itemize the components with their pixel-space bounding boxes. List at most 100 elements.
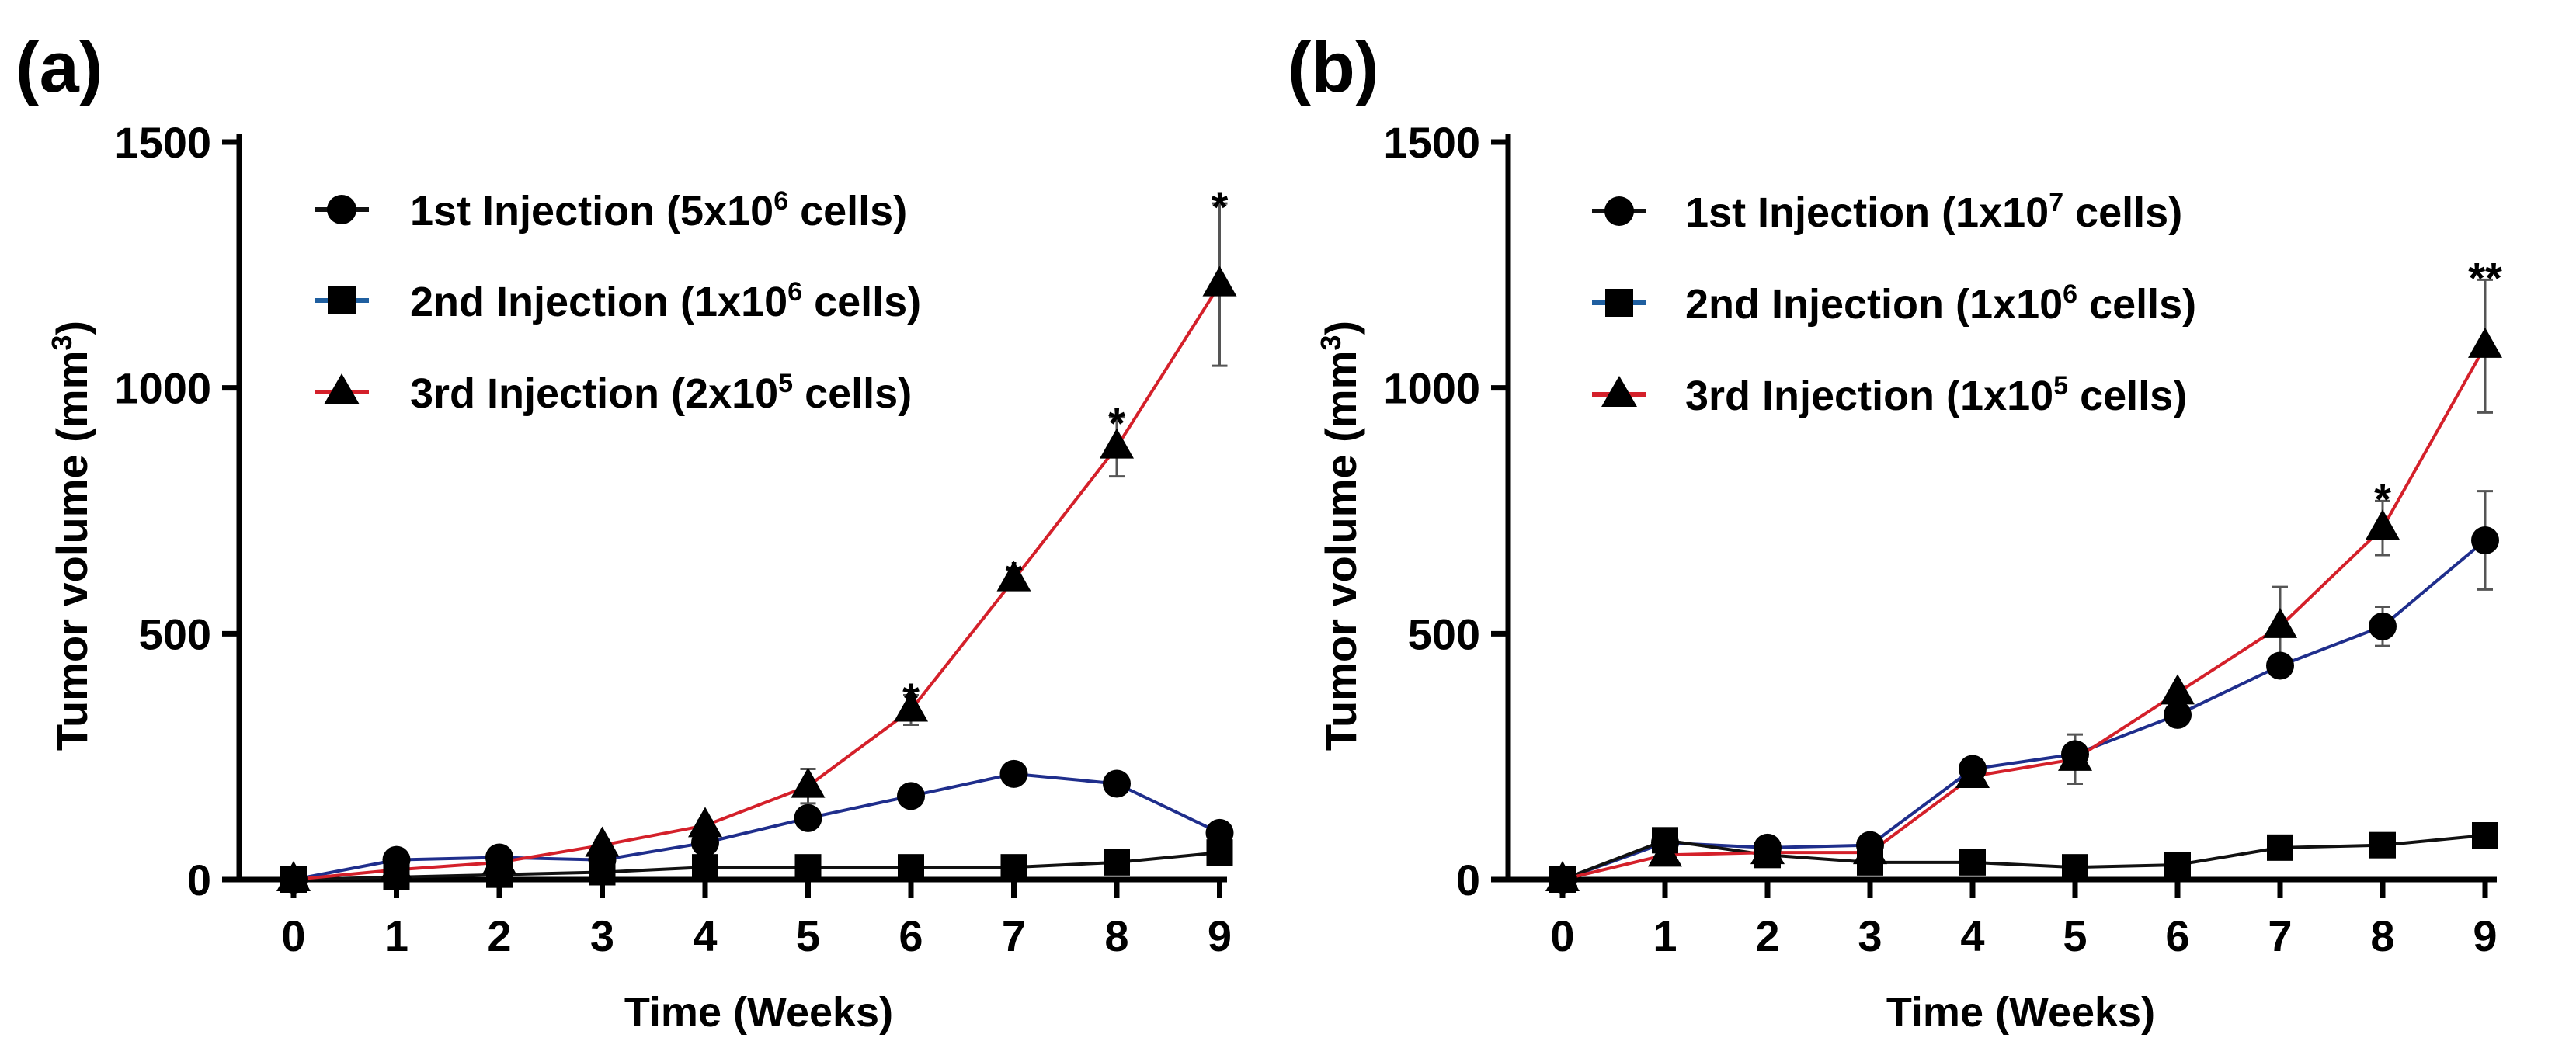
data-point-a-3 <box>688 807 722 838</box>
y-axis-label-text-a: Tumor volume (mm <box>47 351 96 751</box>
series-line-b-1 <box>1562 539 2487 881</box>
data-point-b-3 <box>2058 740 2092 771</box>
plot-area-a: 0 500 1000 1500 0 1 2 3 4 5 6 7 8 9 * * * * <box>114 118 1237 960</box>
data-point-b-1 <box>2369 612 2397 640</box>
x-tick-label-a: 2 <box>487 911 511 960</box>
data-point-a-2 <box>1000 854 1027 881</box>
data-point-b-3 <box>1853 834 1887 865</box>
significance-mark-b: * <box>2374 475 2391 524</box>
data-point-a-2 <box>898 854 924 881</box>
data-point-b-2 <box>2472 822 2498 849</box>
series-line-b-2 <box>1562 834 2486 881</box>
data-point-a-3 <box>791 767 826 798</box>
series-line-a-1 <box>293 772 1221 881</box>
data-point-b-2 <box>2062 854 2088 881</box>
data-point-a-3 <box>894 691 928 722</box>
legend-text-a-3: 3rd Injection (2x10 <box>410 370 778 417</box>
data-point-b-3 <box>2366 509 2400 540</box>
svg-text:1st Injection (1x107 cells): 1st Injection (1x107 cells) <box>1685 188 2182 236</box>
x-axis-label-b: Time (Weeks) <box>1886 989 2155 1036</box>
x-tick-label-a: 9 <box>1208 911 1232 960</box>
legend-item-a-3: 3rd Injection (2x105 cells) <box>315 369 912 417</box>
legend-marker-b-2 <box>1605 289 1633 317</box>
legend-sup-a-1: 6 <box>773 186 788 216</box>
significance-mark-a: * <box>1108 399 1125 448</box>
legend-a: 1st Injection (5x106 cells) 2nd Injectio… <box>315 186 921 417</box>
data-point-a-3 <box>1202 266 1237 297</box>
x-tick-label-b: 7 <box>2268 911 2292 960</box>
panel-a: (a) Tumor volume (mm3) Time (Weeks) 1st … <box>16 28 1237 1036</box>
data-point-b-1 <box>2266 651 2294 680</box>
x-tick-label-a: 8 <box>1104 911 1128 960</box>
x-tick-label-b: 6 <box>2165 911 2189 960</box>
y-tick-label-b: 500 <box>1408 609 1480 658</box>
svg-text:1st Injection (5x106 cells): 1st Injection (5x106 cells) <box>410 186 907 234</box>
x-tick-label-b: 4 <box>1960 911 1984 960</box>
data-point-a-3 <box>276 861 311 891</box>
legend-marker-a-3 <box>324 373 360 404</box>
data-point-a-1 <box>897 782 925 810</box>
y-tick-label-b: 1500 <box>1383 118 1480 167</box>
legend-sup-a-2: 6 <box>787 277 802 307</box>
x-tick-label-b: 1 <box>1653 911 1677 960</box>
legend-text-a-1: 1st Injection (5x10 <box>410 188 773 234</box>
y-tick-label-b: 0 <box>1456 856 1480 904</box>
panel-label-b: (b) <box>1288 28 1378 107</box>
data-point-a-3 <box>379 851 414 882</box>
significance-mark-a: * <box>1212 182 1229 231</box>
panel-b: (b) Tumor volume (mm3) Time (Weeks) 1st … <box>1288 28 2502 1036</box>
panel-label-a: (a) <box>16 28 103 107</box>
legend-sup-b-1: 7 <box>2049 188 2063 217</box>
legend-post-a-3: cells) <box>793 370 912 417</box>
svg-text:Tumor volume (mm3): Tumor volume (mm3) <box>46 321 96 751</box>
data-point-b-2 <box>2164 852 2191 878</box>
x-tick-label-b: 8 <box>2370 911 2394 960</box>
x-tick-label-b: 3 <box>1858 911 1882 960</box>
legend-sup-b-3: 5 <box>2053 371 2068 401</box>
y-axis-label-close-b: ) <box>1316 321 1365 335</box>
legend-marker-b-1 <box>1604 196 1634 226</box>
data-point-b-1 <box>2471 526 2499 554</box>
x-tick-label-a: 0 <box>281 911 305 960</box>
series-line-b-3 <box>1562 345 2487 881</box>
data-point-b-1 <box>2164 700 2192 729</box>
svg-text:2nd Injection (1x106 cells): 2nd Injection (1x106 cells) <box>410 277 921 325</box>
legend-b: 1st Injection (1x107 cells) 2nd Injectio… <box>1592 188 2196 419</box>
x-tick-label-a: 3 <box>590 911 614 960</box>
series-line-a-3 <box>293 283 1222 881</box>
x-tick-label-b: 2 <box>1755 911 1779 960</box>
data-point-b-3 <box>2263 607 2297 638</box>
significance-mark-a: * <box>1006 553 1023 602</box>
x-tick-label-b: 9 <box>2473 911 2497 960</box>
legend-item-b-3: 3rd Injection (1x105 cells) <box>1592 371 2187 419</box>
y-tick-label-a: 0 <box>187 856 211 904</box>
y-tick-label-b: 1000 <box>1383 364 1480 413</box>
data-point-a-3 <box>585 826 620 857</box>
svg-text:3rd Injection (1x105 cells): 3rd Injection (1x105 cells) <box>1685 371 2187 419</box>
legend-item-a-1: 1st Injection (5x106 cells) <box>315 186 907 234</box>
y-axis-label-sup-b: 3 <box>1315 335 1347 351</box>
data-point-a-3 <box>482 843 516 874</box>
x-tick-label-a: 6 <box>899 911 923 960</box>
significance-mark-b: ** <box>2468 254 2502 303</box>
series-line-a-2 <box>293 851 1220 881</box>
data-point-a-3 <box>1100 428 1134 459</box>
legend-text-b-2: 2nd Injection (1x10 <box>1685 281 2063 328</box>
legend-text-b-3: 3rd Injection (1x10 <box>1685 373 2053 419</box>
legend-post-a-2: cells) <box>802 279 921 325</box>
data-point-a-2 <box>589 859 616 886</box>
legend-item-b-2: 2nd Injection (1x106 cells) <box>1592 279 2196 328</box>
data-point-a-1 <box>794 803 822 832</box>
data-point-a-1 <box>999 759 1028 788</box>
y-tick-label-a: 500 <box>139 609 211 658</box>
data-point-b-3 <box>1955 758 1990 788</box>
x-tick-label-b: 0 <box>1550 911 1574 960</box>
y-axis-label-b: Tumor volume (mm3) <box>1315 321 1365 751</box>
y-axis-label-text-b: Tumor volume (mm <box>1316 351 1365 751</box>
svg-text:Tumor volume (mm3): Tumor volume (mm3) <box>1315 321 1365 751</box>
y-tick-label-a: 1000 <box>114 364 211 413</box>
x-tick-label-a: 4 <box>693 911 717 960</box>
data-point-b-2 <box>2369 831 2396 859</box>
data-point-a-2 <box>794 854 822 881</box>
x-axis-label-a: Time (Weeks) <box>624 989 893 1036</box>
